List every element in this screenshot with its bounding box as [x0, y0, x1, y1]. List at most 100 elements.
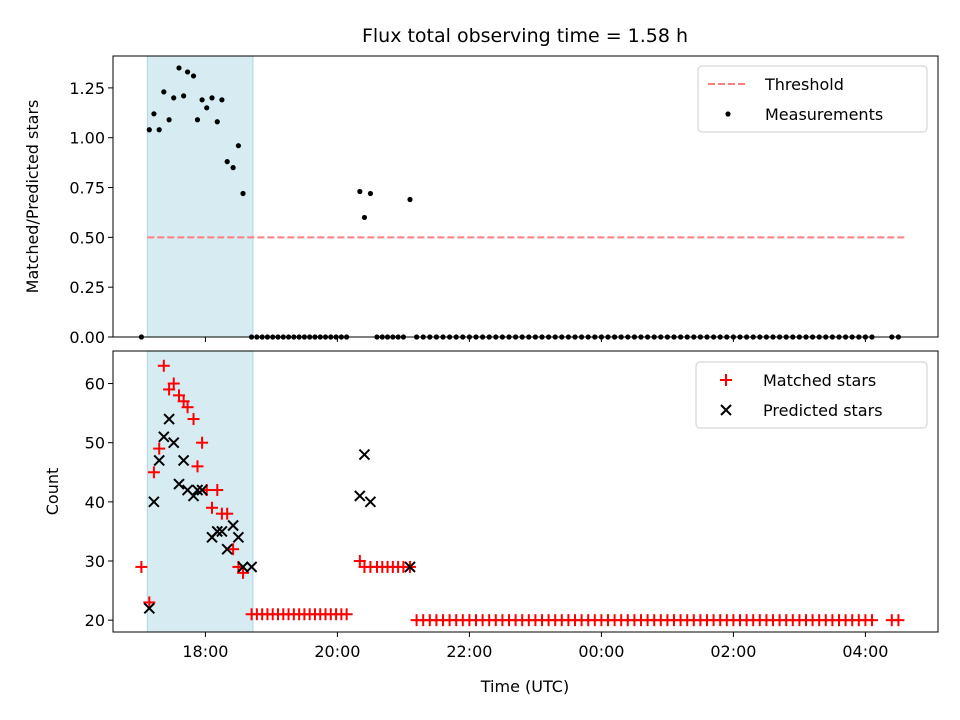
- matched-stars-point: [892, 614, 905, 627]
- threshold-legend-label: Threshold: [764, 75, 844, 94]
- measurement-point: [156, 127, 162, 133]
- measurement-point: [190, 73, 197, 79]
- predicted-stars-point: [153, 454, 165, 467]
- matched-stars-point: [196, 436, 209, 449]
- matched-stars-point: [153, 442, 166, 455]
- measurement-point: [224, 159, 230, 165]
- count-legend: Matched stars Predicted stars: [695, 361, 928, 429]
- matched-stars-point: [206, 501, 218, 514]
- measurements-legend-marker: [725, 111, 731, 117]
- predicted-stars-point: [364, 496, 377, 508]
- y-tick-label: 0.25: [69, 278, 105, 297]
- matched-stars-point: [237, 566, 250, 579]
- predicted-stars-point: [358, 448, 371, 461]
- matched-stars-point: [227, 543, 240, 556]
- x-tick-label: 18:00: [182, 642, 228, 661]
- y-tick-label: 50: [85, 434, 105, 453]
- matched-stars-point: [191, 460, 204, 473]
- matched-stars-point: [340, 608, 353, 621]
- predicted-stars-point: [211, 525, 223, 538]
- predicted-stars-point: [227, 519, 239, 532]
- measurements-legend-label: Measurements: [765, 105, 883, 124]
- ratio-legend: Threshold Measurements: [697, 65, 928, 133]
- x-tick-label: 02:00: [710, 642, 756, 661]
- chart-title: Flux total observing time = 1.58 h: [362, 25, 688, 47]
- y-tick-label: 40: [85, 493, 105, 512]
- measurement-point: [407, 196, 413, 203]
- measurement-point: [230, 165, 236, 171]
- predicted-stars-point: [221, 543, 233, 555]
- measurement-point: [204, 105, 210, 111]
- measurement-point: [181, 93, 187, 99]
- predicted-stars-point: [168, 436, 180, 449]
- matched-stars-legend-marker: [720, 374, 732, 386]
- y-tick-label: 0.00: [69, 328, 105, 347]
- y-tick-label: 0.50: [69, 228, 105, 247]
- measurement-point: [151, 111, 157, 117]
- count-panel: 20 30 40 50 60 18:00 20:00 22:00 00:00 02:00 04:0…: [43, 350, 939, 696]
- matched-stars-point: [157, 359, 170, 372]
- measurement-point: [209, 95, 215, 101]
- matched-stars-legend-label: Matched stars: [763, 371, 876, 390]
- ratio-panel: 0.00 0.25 0.50 0.75 1.00 1.25 Matched/Predict…: [23, 55, 939, 347]
- measurement-point: [194, 117, 201, 123]
- matched-stars-point: [143, 596, 156, 609]
- x-tick-label: 00:00: [578, 642, 624, 661]
- ratio-y-axis-label: Matched/Predicted stars: [23, 100, 42, 294]
- matched-stars-point: [147, 466, 160, 479]
- matched-stars-point: [221, 507, 234, 520]
- measurement-point: [367, 190, 373, 197]
- measurement-point: [176, 65, 182, 71]
- measurement-point: [357, 188, 363, 195]
- count-legend-box: [695, 361, 928, 429]
- predicted-stars-point: [148, 496, 160, 508]
- predicted-stars-point: [158, 431, 170, 443]
- y-tick-label: 20: [85, 611, 105, 630]
- measurement-point: [171, 95, 177, 101]
- y-tick-label: 1.00: [69, 129, 105, 148]
- predicted-stars-point: [191, 484, 204, 496]
- measurement-point: [240, 190, 246, 197]
- x-tick-label: 20:00: [314, 642, 360, 661]
- predicted-stars-point: [196, 484, 208, 496]
- predicted-stars-point: [237, 561, 249, 573]
- measurement-point: [235, 143, 241, 149]
- x-tick-label: 22:00: [446, 642, 492, 661]
- matched-stars-point: [187, 413, 200, 426]
- predicted-stars-point: [354, 490, 366, 502]
- predicted-stars-legend-label: Predicted stars: [763, 401, 883, 420]
- measurement-point: [199, 97, 205, 103]
- measurement-point: [184, 69, 191, 75]
- predicted-stars-point: [163, 413, 175, 425]
- measurement-point: [219, 97, 225, 103]
- count-panel-frame: [112, 350, 939, 633]
- predicted-stars-point: [177, 454, 190, 467]
- y-tick-label: 60: [85, 375, 105, 394]
- ratio-panel-frame: [112, 55, 939, 338]
- x-tick-label: 04:00: [842, 642, 888, 661]
- predicted-stars-point: [173, 478, 185, 490]
- y-tick-label: 1.25: [69, 79, 105, 98]
- predicted-stars-point: [404, 561, 416, 573]
- y-tick-label: 30: [85, 552, 105, 571]
- predicted-stars-point: [216, 525, 228, 538]
- predicted-stars-point: [232, 531, 245, 544]
- ratio-legend-box: [697, 65, 928, 133]
- count-y-axis-label: Count: [43, 468, 62, 516]
- measurement-point: [166, 117, 172, 123]
- observing-window-span: [146, 55, 254, 338]
- measurement-point: [361, 214, 368, 221]
- matched-stars-point: [866, 614, 878, 627]
- predicted-stars-point: [245, 561, 258, 573]
- predicted-stars-point: [187, 490, 200, 502]
- measurement-point: [146, 127, 152, 133]
- matched-stars-point: [211, 484, 224, 497]
- matched-stars-point: [181, 401, 194, 414]
- matched-stars-point: [167, 377, 180, 390]
- y-tick-label: 0.75: [69, 179, 105, 198]
- measurement-point: [214, 119, 220, 125]
- x-axis-label: Time (UTC): [480, 677, 569, 696]
- measurement-point: [161, 89, 167, 95]
- matched-stars-point: [135, 560, 148, 573]
